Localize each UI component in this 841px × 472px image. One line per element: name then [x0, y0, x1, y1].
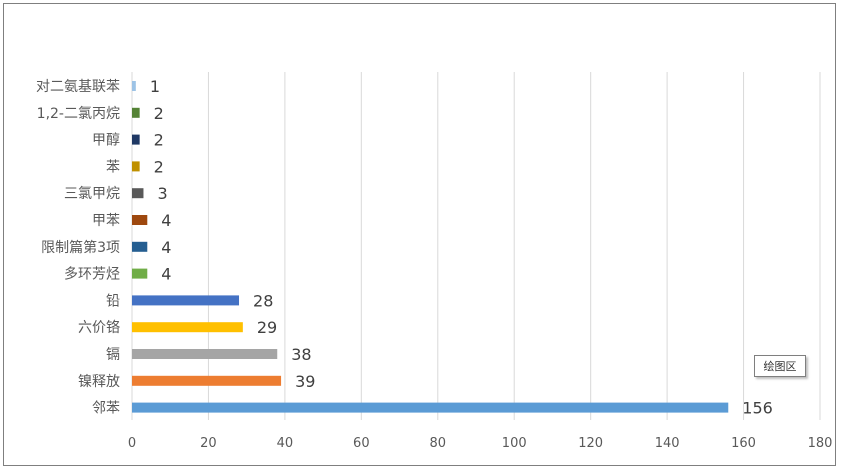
category-label: 六价铬	[78, 320, 120, 336]
x-tick-label: 20	[200, 436, 217, 451]
data-label: 4	[161, 238, 171, 257]
bar	[132, 188, 144, 199]
category-label: 三氯甲烷	[64, 186, 120, 202]
category-label: 镍释放	[78, 374, 120, 390]
category-label: 对二氨基联苯	[36, 78, 120, 95]
data-label: 1	[150, 77, 160, 96]
data-label: 4	[161, 211, 171, 230]
bar	[132, 268, 148, 279]
data-label: 28	[253, 291, 273, 310]
bar	[132, 241, 148, 252]
bar	[132, 349, 278, 359]
x-tick-label: 180	[808, 436, 833, 451]
category-label: 甲醇	[92, 132, 120, 149]
bar	[132, 134, 140, 145]
x-tick-label: 40	[277, 436, 294, 451]
bar	[132, 161, 140, 172]
bar	[132, 81, 136, 91]
data-label: 4	[161, 265, 171, 284]
category-label: 邻苯	[92, 400, 120, 417]
gridlines	[131, 72, 821, 420]
bars	[132, 81, 729, 413]
data-label: 2	[154, 131, 164, 150]
data-label: 29	[257, 318, 277, 337]
x-tick-label: 80	[430, 436, 447, 451]
plot-area-tooltip: 绘图区	[754, 355, 806, 377]
bar	[132, 322, 243, 333]
x-tick-label: 60	[353, 436, 370, 451]
x-tick-labels: 0 20 40 60 80 100 120 140 160 180	[128, 436, 833, 451]
data-labels: 1 2 2 2 3 4 4 4 28 29 38 39 156	[150, 77, 773, 418]
category-label: 镉	[106, 347, 120, 363]
chart-area	[3, 3, 836, 466]
x-tick-label: 0	[128, 436, 136, 451]
data-label: 39	[295, 372, 315, 391]
category-labels: 对二氨基联苯 1,2-二氯丙烷甲醇苯三氯甲烷甲苯限制篇第3项多环芳烃铅六价铬镉镍释…	[36, 78, 120, 417]
category-label: 1,2-二氯丙烷	[37, 106, 120, 122]
bar	[132, 402, 729, 413]
data-label: 2	[154, 104, 164, 123]
x-tick-label: 100	[502, 436, 527, 451]
category-label: 甲苯	[92, 212, 120, 229]
data-label: 2	[154, 157, 164, 176]
category-label: 苯	[106, 158, 120, 175]
category-label: 限制篇第3项	[41, 239, 120, 256]
data-label: 38	[291, 345, 311, 364]
bar	[132, 295, 240, 306]
category-label: 铅	[106, 293, 120, 309]
x-tick-label: 160	[731, 436, 756, 451]
data-label: 3	[157, 184, 167, 203]
bar	[132, 107, 140, 118]
data-label: 156	[742, 399, 773, 418]
bar	[132, 215, 148, 225]
bar	[132, 375, 282, 386]
x-tick-label: 120	[578, 436, 603, 451]
category-label: 多环芳烃	[64, 266, 120, 283]
x-tick-label: 140	[655, 436, 680, 451]
